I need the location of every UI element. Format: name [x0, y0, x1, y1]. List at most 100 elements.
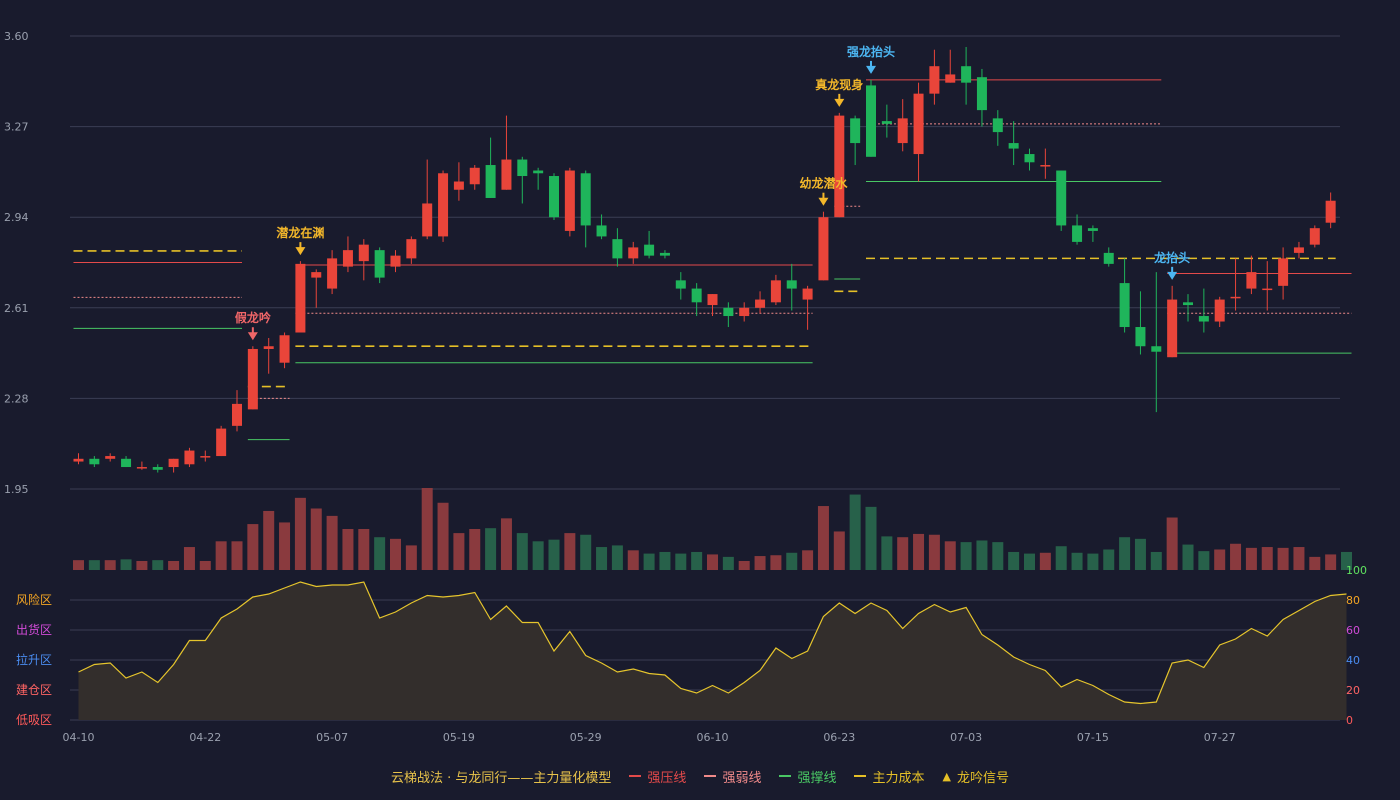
- triangle-icon: ▲: [942, 769, 951, 783]
- candle-body: [1072, 225, 1083, 242]
- signal-arrow-icon: [247, 332, 258, 341]
- oscillator-zone-label: 出货区: [16, 622, 52, 637]
- oscillator-tick-label: 80: [1346, 594, 1360, 607]
- volume-bar: [485, 528, 497, 570]
- volume-bar: [1182, 544, 1194, 570]
- candle-body: [517, 159, 528, 177]
- volume-bar: [913, 533, 925, 570]
- candle-body: [1183, 302, 1193, 306]
- date-tick-label: 07-15: [1077, 731, 1109, 744]
- volume-bar: [1277, 547, 1289, 570]
- candle-body: [295, 263, 306, 333]
- candle-body: [1262, 288, 1273, 291]
- volume-bar: [754, 556, 766, 570]
- volume-bar: [992, 542, 1004, 570]
- candle-body: [723, 307, 734, 317]
- volume-bar: [294, 497, 306, 570]
- oscillator-zone-label: 拉升区: [16, 652, 52, 667]
- legend-item-signal[interactable]: ▲ 龙吟信号: [942, 767, 1008, 786]
- signal-label: 幼龙潜水: [799, 176, 848, 191]
- candle-body: [247, 348, 258, 410]
- volume-bar: [786, 552, 798, 570]
- volume-bar: [596, 547, 608, 570]
- volume-bar: [928, 534, 940, 570]
- signal-label: 强龙抬头: [847, 44, 895, 59]
- price-tick-label: 2.28: [4, 392, 29, 405]
- date-tick-label: 06-10: [697, 731, 729, 744]
- candle-body: [374, 250, 385, 278]
- legend-item-cost[interactable]: 主力成本: [854, 767, 924, 786]
- price-tick-label: 2.61: [4, 302, 29, 315]
- candle-body: [612, 239, 623, 259]
- date-tick-label: 04-22: [189, 731, 221, 744]
- volume-bar: [1119, 537, 1131, 570]
- volume-bar: [136, 560, 148, 570]
- candle-body: [1056, 170, 1067, 226]
- candle-body: [770, 280, 781, 303]
- candle-body: [644, 244, 655, 256]
- candle-body: [1309, 228, 1320, 245]
- volume-bar: [263, 510, 275, 570]
- volume-bar: [1150, 551, 1162, 570]
- candle-body: [406, 239, 417, 259]
- volume-bar: [1245, 547, 1257, 570]
- oscillator-line: [78, 581, 1347, 705]
- date-tick-label: 07-03: [950, 731, 982, 744]
- candle-body: [945, 74, 956, 83]
- candle-body: [929, 66, 940, 94]
- candle-body: [596, 225, 607, 237]
- candle-body: [739, 307, 750, 317]
- oscillator-zone-label: 风险区: [16, 592, 52, 607]
- volume-bar: [564, 533, 576, 570]
- legend-item-weak[interactable]: 强弱线: [704, 767, 761, 786]
- date-tick-label: 04-10: [63, 731, 95, 744]
- candle-body: [469, 167, 480, 185]
- legend-item-support[interactable]: 强撑线: [779, 767, 836, 786]
- candle-body: [311, 272, 322, 278]
- volume-bar: [231, 541, 243, 570]
- volume-bar: [960, 542, 972, 570]
- volume-bar: [88, 560, 100, 570]
- volume-bar: [437, 502, 449, 570]
- oscillator-tick-label: 40: [1346, 654, 1360, 667]
- date-tick-label: 06-23: [823, 731, 855, 744]
- legend-resist-label: 强压线: [647, 770, 687, 786]
- candle-body: [279, 335, 290, 363]
- candle-body: [73, 458, 84, 462]
- candle-body: [976, 77, 987, 111]
- signal-label: 真龙现身: [815, 77, 863, 92]
- candle-body: [755, 299, 766, 308]
- legend-item-resist[interactable]: 强压线: [629, 767, 686, 786]
- candle-body: [707, 294, 718, 306]
- volume-bar: [120, 559, 132, 570]
- candle-body: [897, 118, 908, 144]
- legend-cost-label: 主力成本: [872, 770, 925, 786]
- legend-support-label: 强撑线: [797, 770, 837, 786]
- signal-label: 假龙吟: [235, 310, 271, 325]
- volume-bar: [1325, 554, 1337, 570]
- candle-body: [866, 85, 876, 157]
- volume-bar: [1024, 553, 1035, 570]
- volume-bar: [152, 560, 164, 570]
- oscillator-tick-label: 20: [1346, 684, 1360, 697]
- price-tick-label: 2.94: [4, 211, 29, 224]
- candle-body: [105, 456, 116, 459]
- candle-body: [818, 217, 829, 281]
- candle-body: [533, 170, 544, 174]
- date-tick-label: 05-19: [443, 731, 475, 744]
- volume-bar: [453, 533, 465, 570]
- volume-bar: [611, 545, 623, 570]
- volume-bars: [73, 488, 1352, 570]
- price-tick-label: 1.95: [4, 483, 29, 496]
- candle-body: [1167, 299, 1178, 358]
- candle-body: [485, 165, 496, 198]
- volume-bar: [1071, 552, 1083, 570]
- candle-body: [152, 467, 163, 470]
- signal-arrow-icon: [866, 65, 876, 74]
- legend-cost-swatch: [854, 775, 867, 777]
- signal-arrow-icon: [295, 247, 306, 256]
- volume-bar: [738, 560, 750, 570]
- volume-bar: [421, 488, 433, 570]
- price-tick-label: 3.60: [4, 30, 29, 43]
